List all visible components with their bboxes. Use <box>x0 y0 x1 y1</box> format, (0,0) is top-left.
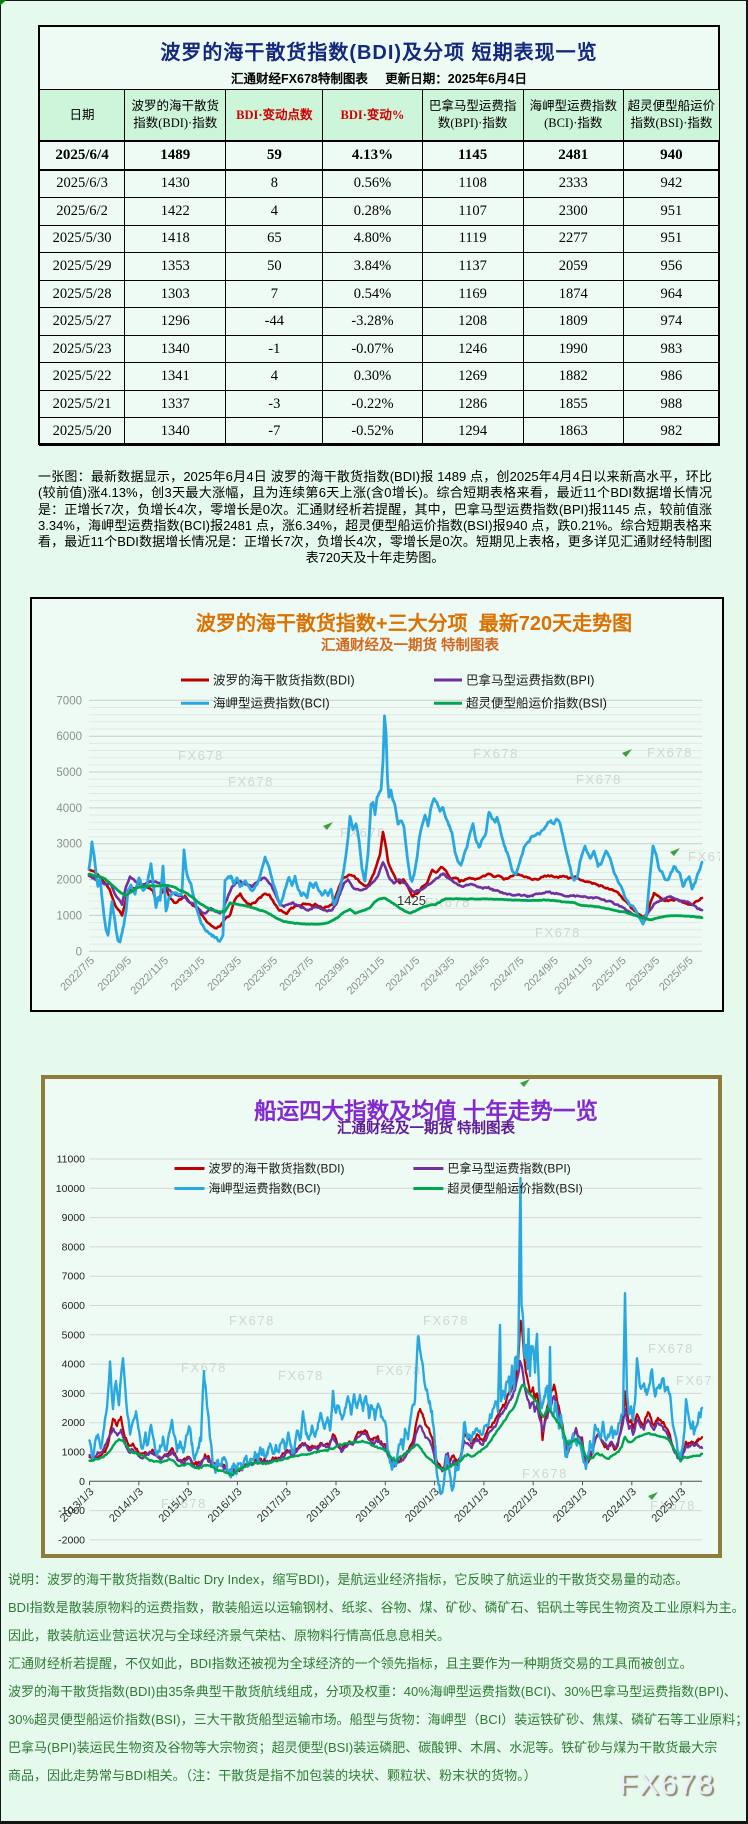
svg-text:2020/1/3: 2020/1/3 <box>403 1486 442 1525</box>
svg-text:1000: 1000 <box>62 1447 86 1459</box>
svg-text:巴拿马型运费指数(BPI): 巴拿马型运费指数(BPI) <box>447 1161 570 1176</box>
svg-text:9000: 9000 <box>62 1212 86 1224</box>
svg-text:0: 0 <box>76 946 82 958</box>
svg-text:巴拿马型运费指数(BPI): 巴拿马型运费指数(BPI) <box>466 673 594 688</box>
svg-text:FX678: FX678 <box>228 774 274 789</box>
svg-text:超灵便型船运价指数(BSI): 超灵便型船运价指数(BSI) <box>466 696 607 711</box>
svg-text:2014/1/3: 2014/1/3 <box>107 1486 146 1525</box>
svg-text:2024/3/5: 2024/3/5 <box>419 955 458 994</box>
svg-text:2023/3/5: 2023/3/5 <box>205 955 244 994</box>
svg-text:1425: 1425 <box>397 893 426 908</box>
svg-text:2023/11/5: 2023/11/5 <box>345 955 388 998</box>
svg-text:FX678: FX678 <box>576 772 622 787</box>
svg-text:2025/1/5: 2025/1/5 <box>590 955 629 994</box>
svg-text:2025/3/5: 2025/3/5 <box>624 955 663 994</box>
svg-text:2019/1/3: 2019/1/3 <box>354 1486 393 1525</box>
svg-text:2024/7/5: 2024/7/5 <box>488 955 527 994</box>
svg-text:FX678: FX678 <box>522 1466 568 1481</box>
svg-text:0: 0 <box>79 1476 85 1488</box>
svg-text:11000: 11000 <box>57 1154 86 1166</box>
svg-text:2024/1/3: 2024/1/3 <box>600 1486 639 1525</box>
svg-text:2021/1/3: 2021/1/3 <box>452 1486 491 1525</box>
svg-text:2023/1/5: 2023/1/5 <box>169 955 208 994</box>
svg-text:FX678: FX678 <box>376 1363 422 1378</box>
svg-text:5000: 5000 <box>56 767 82 779</box>
svg-text:2022/11/5: 2022/11/5 <box>129 955 172 998</box>
svg-text:2018/1/3: 2018/1/3 <box>304 1486 343 1525</box>
svg-text:FX678: FX678 <box>676 1373 714 1388</box>
svg-text:波罗的海干散货指数(BDI): 波罗的海干散货指数(BDI) <box>213 673 355 688</box>
svg-text:2022/7/5: 2022/7/5 <box>58 955 97 994</box>
svg-text:超灵便型船运价指数(BSI): 超灵便型船运价指数(BSI) <box>447 1181 582 1196</box>
svg-text:7000: 7000 <box>62 1271 86 1283</box>
svg-text:FX678: FX678 <box>650 1498 696 1513</box>
svg-text:2024/11/5: 2024/11/5 <box>553 955 596 998</box>
svg-text:2025/5/5: 2025/5/5 <box>657 955 696 994</box>
svg-text:2000: 2000 <box>62 1417 86 1429</box>
svg-text:6000: 6000 <box>62 1300 86 1312</box>
svg-text:汇通财经及一期货 特制图表: 汇通财经及一期货 特制图表 <box>321 636 500 654</box>
svg-text:2023/1/3: 2023/1/3 <box>551 1486 590 1525</box>
svg-text:海岬型运费指数(BCI): 海岬型运费指数(BCI) <box>209 1181 321 1196</box>
svg-text:FX678: FX678 <box>473 746 519 761</box>
svg-text:海岬型运费指数(BCI): 海岬型运费指数(BCI) <box>213 696 330 711</box>
svg-text:FX678: FX678 <box>647 745 693 760</box>
svg-text:2000: 2000 <box>56 875 82 887</box>
svg-text:-2000: -2000 <box>58 1534 85 1546</box>
svg-text:5000: 5000 <box>62 1329 86 1341</box>
svg-text:2023/7/5: 2023/7/5 <box>277 955 316 994</box>
svg-text:4000: 4000 <box>62 1359 86 1371</box>
svg-text:FX678: FX678 <box>423 1313 469 1328</box>
svg-text:汇通财经及一期货 特制图表: 汇通财经及一期货 特制图表 <box>337 1119 516 1137</box>
svg-text:-1000: -1000 <box>58 1505 85 1517</box>
svg-text:FX678: FX678 <box>278 1368 324 1383</box>
svg-text:2022/1/3: 2022/1/3 <box>502 1486 541 1525</box>
svg-text:船运四大指数及均值 十年走势一览: 船运四大指数及均值 十年走势一览 <box>254 1098 598 1124</box>
svg-text:FX678: FX678 <box>161 1496 207 1511</box>
svg-text:4000: 4000 <box>56 803 82 815</box>
svg-text:2024/5/5: 2024/5/5 <box>453 955 492 994</box>
svg-text:FX678: FX678 <box>535 925 581 940</box>
svg-text:FX678: FX678 <box>340 825 386 840</box>
svg-text:1000: 1000 <box>56 910 82 922</box>
svg-text:FX678: FX678 <box>229 1313 275 1328</box>
svg-text:FX678: FX678 <box>425 895 471 910</box>
svg-text:FX678: FX678 <box>648 1341 694 1356</box>
svg-text:2023/5/5: 2023/5/5 <box>241 955 280 994</box>
svg-text:FX678: FX678 <box>178 748 224 763</box>
svg-text:FX678: FX678 <box>181 1360 227 1375</box>
svg-text:波罗的海干散货指数+三大分项 最新720天走势图: 波罗的海干散货指数+三大分项 最新720天走势图 <box>196 611 632 635</box>
svg-text:8000: 8000 <box>62 1241 86 1253</box>
svg-text:波罗的海干散货指数(BDI): 波罗的海干散货指数(BDI) <box>209 1161 345 1176</box>
svg-text:3000: 3000 <box>62 1388 86 1400</box>
svg-text:3000: 3000 <box>56 839 82 851</box>
svg-text:10000: 10000 <box>56 1183 85 1195</box>
svg-text:6000: 6000 <box>56 731 82 743</box>
svg-text:FX678: FX678 <box>688 849 720 864</box>
svg-text:2017/1/3: 2017/1/3 <box>255 1486 294 1525</box>
svg-text:2024/1/5: 2024/1/5 <box>384 955 423 994</box>
svg-text:7000: 7000 <box>56 695 82 707</box>
svg-text:2016/1/3: 2016/1/3 <box>206 1486 245 1525</box>
